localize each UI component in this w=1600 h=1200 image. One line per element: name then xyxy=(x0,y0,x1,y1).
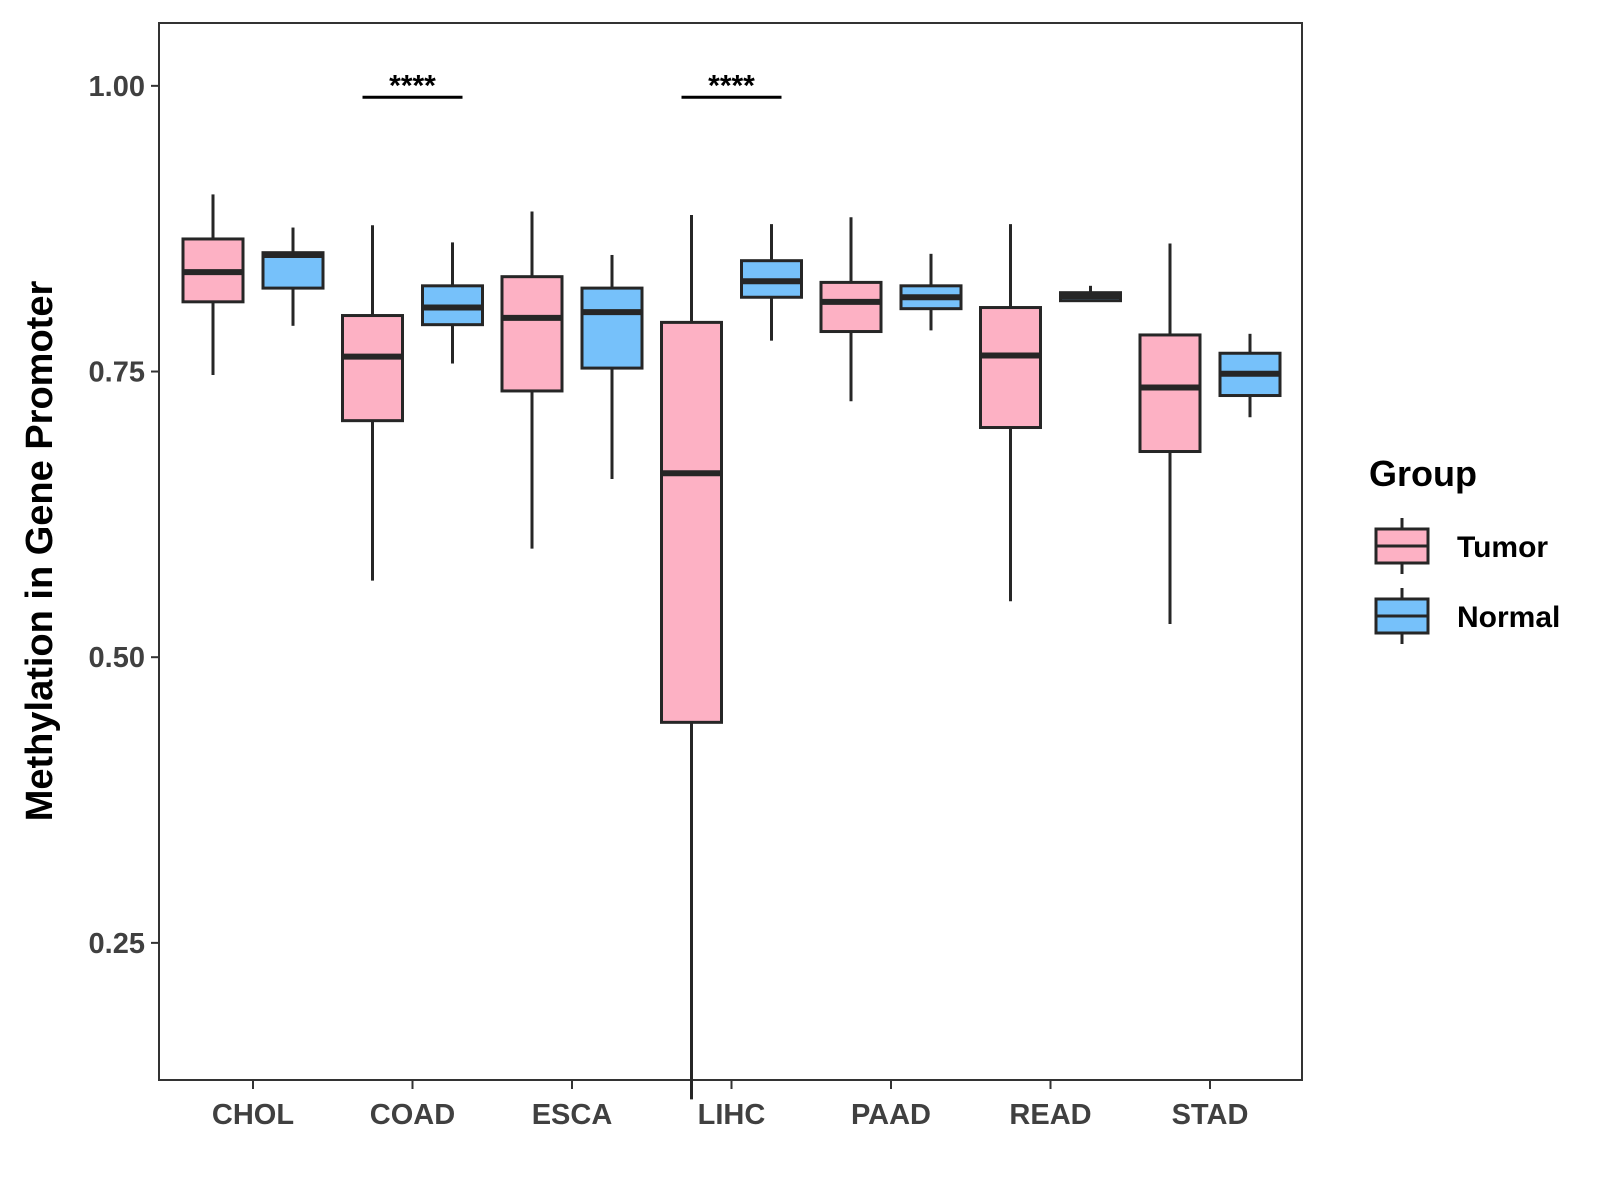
x-tick-label: STAD xyxy=(1172,1099,1249,1131)
box-normal-read xyxy=(1059,285,1122,303)
box-tumor-stad xyxy=(1138,243,1202,625)
x-tick-label: LIHC xyxy=(698,1099,766,1131)
x-tick-label: PAAD xyxy=(851,1099,931,1131)
box-tumor-read xyxy=(979,224,1042,602)
x-axis: CHOL COAD ESCA LIHC PAAD READ STAD xyxy=(212,1080,1248,1131)
y-tick-label: 0.25 xyxy=(89,928,145,960)
box-normal-lihc xyxy=(740,224,803,341)
box-body xyxy=(1138,333,1202,454)
box-marks xyxy=(181,194,1282,1100)
box-normal-paad xyxy=(899,253,963,331)
box-body xyxy=(660,320,723,724)
box-tumor-chol xyxy=(181,194,245,375)
box-tumor-esca xyxy=(500,211,564,549)
box-tumor-coad xyxy=(341,225,404,581)
y-tick-label: 0.50 xyxy=(89,642,145,674)
box-tumor-paad xyxy=(819,217,883,402)
legend-key-normal xyxy=(1374,588,1430,644)
y-axis: 0.25 0.50 0.75 1.00 xyxy=(89,71,159,960)
box-body xyxy=(261,251,325,290)
legend-label: Normal xyxy=(1457,601,1560,634)
box-normal-coad xyxy=(421,242,484,364)
x-tick-label: COAD xyxy=(370,1099,455,1131)
legend: Group Tumor Normal xyxy=(1369,453,1560,644)
box-body xyxy=(819,280,883,334)
legend-title: Group xyxy=(1369,453,1477,494)
panel-border xyxy=(158,22,1303,1081)
box-body xyxy=(500,275,564,393)
box-normal-stad xyxy=(1218,333,1282,418)
box-tumor-lihc xyxy=(660,214,723,1100)
x-tick-label: CHOL xyxy=(212,1099,294,1131)
significance-label: **** xyxy=(389,69,436,102)
y-tick-label: 0.75 xyxy=(89,357,145,389)
box-body xyxy=(341,314,404,423)
box-normal-chol xyxy=(261,227,325,326)
significance-annotations: **** **** xyxy=(362,69,782,102)
significance-label: **** xyxy=(708,69,755,102)
box-body xyxy=(580,286,644,370)
y-tick-label: 1.00 xyxy=(89,71,145,103)
y-axis-title: Methylation in Gene Promoter xyxy=(19,281,61,822)
legend-label: Tumor xyxy=(1457,531,1548,564)
x-tick-label: ESCA xyxy=(532,1099,613,1131)
box-normal-esca xyxy=(580,254,644,479)
box-body xyxy=(979,306,1042,430)
x-tick-label: READ xyxy=(1009,1099,1091,1131)
legend-key-tumor xyxy=(1374,518,1430,574)
